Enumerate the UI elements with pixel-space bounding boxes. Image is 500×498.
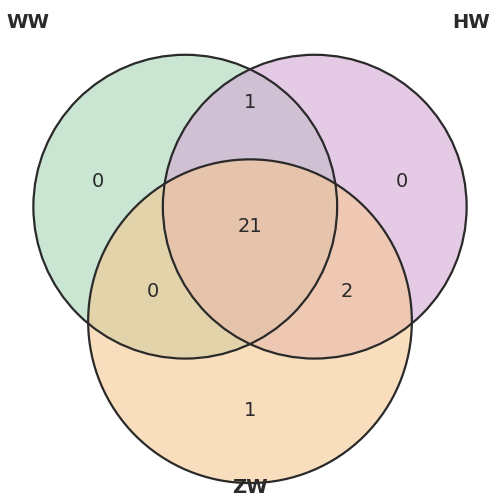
Text: 1: 1 xyxy=(244,93,256,112)
Circle shape xyxy=(163,55,466,359)
Text: 2: 2 xyxy=(341,282,353,301)
Text: ZW: ZW xyxy=(232,478,268,497)
Text: WW: WW xyxy=(7,13,50,32)
Text: 0: 0 xyxy=(147,282,159,301)
Text: 0: 0 xyxy=(92,172,104,191)
Circle shape xyxy=(88,159,412,483)
Text: 21: 21 xyxy=(238,217,262,236)
Text: 1: 1 xyxy=(244,401,256,420)
Circle shape xyxy=(34,55,337,359)
Text: HW: HW xyxy=(452,13,490,32)
Text: 0: 0 xyxy=(396,172,408,191)
